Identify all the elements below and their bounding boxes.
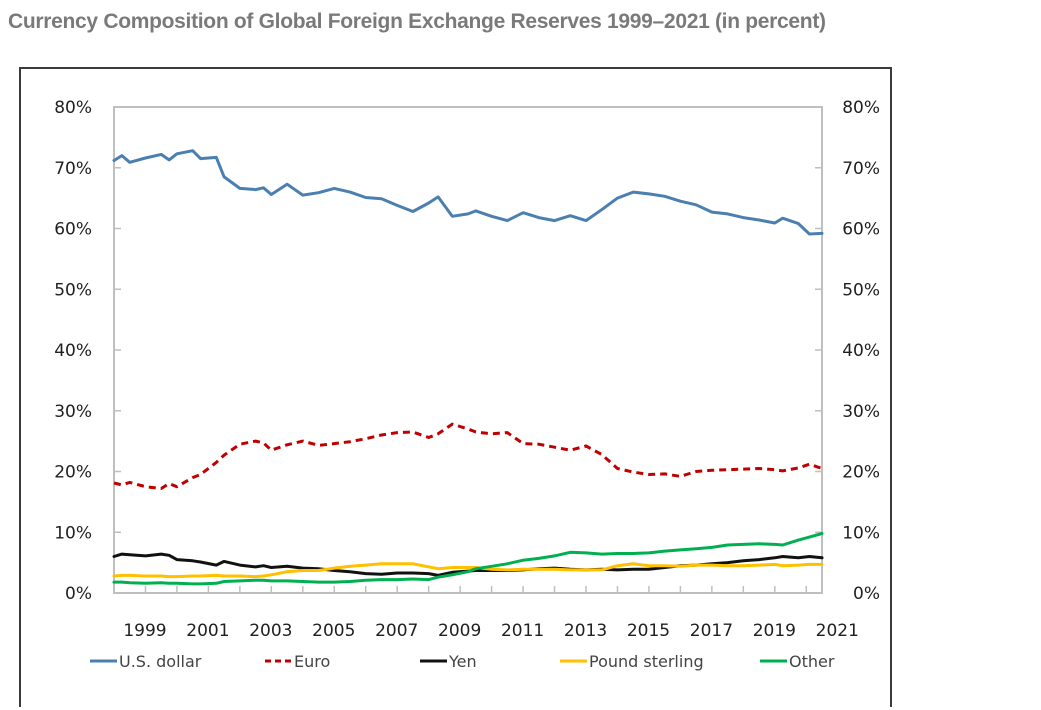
y-axis-right-labels: 0% 10% 20% 30% 40% 50% 60% 70% 80% — [842, 98, 880, 604]
plot-area-border — [113, 106, 823, 594]
series-lines — [112, 149, 824, 586]
x-tick-label: 2003 — [249, 621, 292, 641]
series-line-euro — [113, 422, 823, 490]
x-tick-label: 2001 — [186, 621, 229, 641]
y-tick-label-left: 20% — [54, 463, 92, 483]
y-tick-label-right: 20% — [842, 463, 880, 483]
y-tick-label-right: 50% — [842, 280, 880, 300]
y-tick-label-left: 70% — [54, 159, 92, 179]
x-tick-label: 2019 — [753, 621, 796, 641]
y-tick-label-right: 30% — [842, 402, 880, 422]
legend-label: Euro — [294, 652, 330, 671]
series-line-u-s-dollar — [112, 149, 824, 236]
x-tick-label: 2015 — [627, 621, 670, 641]
y-axis-left-labels: 0% 10% 20% 30% 40% 50% 60% 70% 80% — [54, 98, 92, 604]
y-tick-label-left: 60% — [54, 220, 92, 240]
x-tick-label: 2009 — [438, 621, 481, 641]
y-tick-label-left: 40% — [54, 341, 92, 361]
chart-frame — [19, 67, 892, 707]
y-tick-label-left: 30% — [54, 402, 92, 422]
x-tick-label: 2007 — [375, 621, 418, 641]
x-axis-labels: 1999 2001 2003 2005 2007 2009 2011 2013 2015 2017… — [123, 621, 859, 641]
y-tick-label-left: 80% — [54, 98, 92, 118]
legend-label: Other — [789, 652, 835, 671]
y-tick-label-left: 10% — [54, 523, 92, 543]
y-tick-label-left: 50% — [54, 280, 92, 300]
legend: U.S. dollar Euro Yen Pound sterling Other — [90, 652, 835, 671]
y-tick-label-right: 10% — [842, 523, 880, 543]
series-line-other — [112, 532, 824, 586]
y-tick-label-right: 70% — [842, 159, 880, 179]
legend-label: Yen — [448, 652, 477, 671]
x-tick-label: 2017 — [690, 621, 733, 641]
y-tick-label-right: 0% — [853, 584, 880, 604]
chart-title: Currency Composition of Global Foreign E… — [8, 10, 826, 33]
axes — [113, 106, 823, 594]
y-tick-label-right: 40% — [842, 341, 880, 361]
legend-label: Pound sterling — [589, 652, 704, 671]
x-tick-label: 2021 — [816, 621, 859, 641]
y-tick-label-left: 0% — [65, 584, 92, 604]
y-tick-label-right: 60% — [842, 220, 880, 240]
legend-label: U.S. dollar — [119, 652, 202, 671]
x-tick-label: 2011 — [501, 621, 544, 641]
x-tick-label: 1999 — [123, 621, 166, 641]
y-tick-label-right: 80% — [842, 98, 880, 118]
x-tick-label: 2005 — [312, 621, 355, 641]
x-tick-label: 2013 — [564, 621, 607, 641]
series-line-pound-sterling — [112, 562, 824, 579]
